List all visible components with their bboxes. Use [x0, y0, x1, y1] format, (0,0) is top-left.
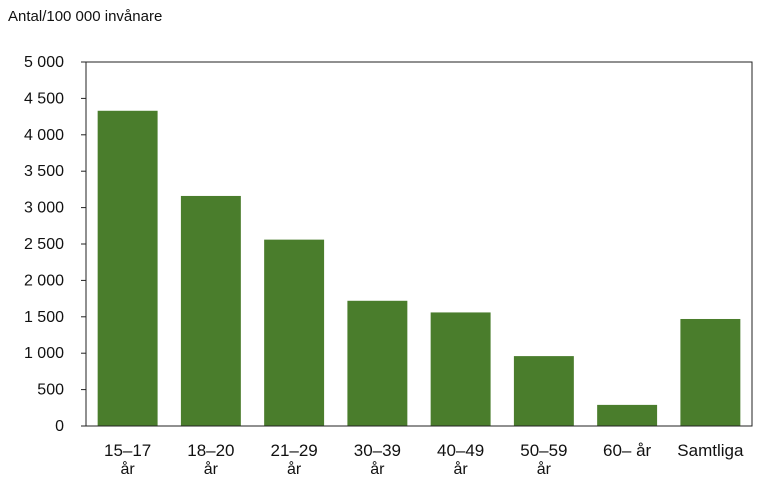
x-tick-label: 50–59 [520, 441, 567, 460]
bar [347, 300, 408, 426]
x-tick-label-line2: år [537, 460, 552, 478]
y-tick-label: 2 000 [24, 272, 64, 289]
y-tick-label: 2 500 [24, 236, 64, 253]
y-tick-label: 3 000 [24, 200, 64, 217]
y-tick-label: 3 500 [24, 163, 64, 180]
x-tick-label-line2: år [121, 460, 136, 478]
y-tick-label: 4 500 [24, 90, 64, 107]
bar [680, 318, 741, 426]
x-tick-label: 40–49 [437, 441, 484, 460]
x-tick-label: 30–39 [354, 441, 401, 460]
y-tick-label: 1 000 [24, 345, 64, 362]
y-axis-label: Antal/100 000 invånare [8, 8, 163, 25]
x-tick-label-line2: år [204, 460, 219, 478]
y-tick-label: 0 [55, 418, 64, 435]
y-tick-label: 4 000 [24, 127, 64, 144]
x-tick-label: 15–17 [104, 441, 151, 460]
bar [430, 312, 491, 426]
x-tick-label: 18–20 [187, 441, 234, 460]
x-axis-ticks: 15–17år18–20år21–29år30–39år40–49år50–59… [104, 441, 744, 478]
bar [513, 356, 574, 426]
y-tick-label: 500 [37, 382, 64, 399]
x-tick-label-line2: år [454, 460, 469, 478]
bar [264, 239, 325, 426]
bar [97, 110, 158, 426]
x-tick-label: Samtliga [677, 441, 744, 460]
bar [597, 404, 658, 426]
bar [180, 195, 241, 426]
x-tick-label-line2: år [370, 460, 385, 478]
y-tick-label: 1 500 [24, 309, 64, 326]
y-tick-label: 5 000 [24, 54, 64, 71]
bars-group [97, 110, 741, 426]
x-tick-label: 60– år [603, 441, 652, 460]
x-tick-label-line2: år [287, 460, 302, 478]
x-tick-label: 21–29 [270, 441, 317, 460]
plot-frame [85, 61, 753, 427]
y-axis-ticks: 0 500 1 000 1 500 2 000 2 500 3 000 3 500 4 000 4… [24, 54, 86, 435]
